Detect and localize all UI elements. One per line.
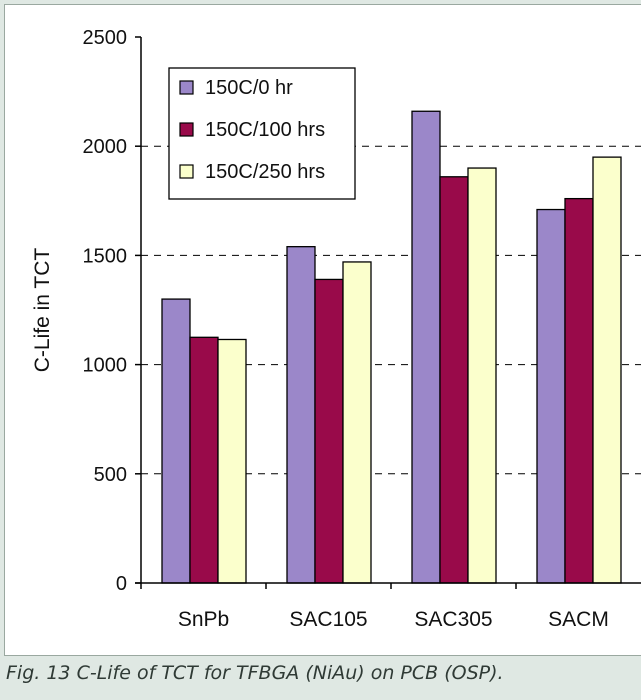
legend-label-series-1: 150C/0 hr (205, 77, 293, 99)
x-tick-label-sacm: SACM (548, 608, 609, 631)
bar-sac105-series-1 (286, 246, 316, 584)
y-tick-label: 2000 (83, 136, 128, 158)
y-tick-label: 500 (94, 464, 127, 486)
legend-label-series-2: 150C/100 hrs (205, 119, 325, 141)
legend-swatch-series-1 (179, 80, 194, 95)
legend-swatch-series-2 (179, 122, 194, 137)
x-tick-label-sac105: SAC105 (289, 608, 367, 631)
bar-snpb-series-2 (189, 336, 219, 584)
bar-snpb-series-3 (217, 338, 247, 584)
y-tick-label: 2500 (83, 27, 128, 49)
bar-sac305-series-1 (411, 110, 441, 584)
y-tick-label: 0 (116, 573, 127, 595)
bar-sac105-series-2 (314, 278, 344, 584)
bar-chart: 0 500 1000 1500 2000 2500 SnPb SAC105 SAC305 SACM… (31, 27, 641, 631)
legend-swatch-series-3 (179, 164, 194, 179)
bar-sacm-series-3 (592, 156, 622, 584)
bar-sacm-series-2 (564, 197, 594, 584)
bar-snpb-series-1 (161, 298, 191, 584)
legend-box (168, 67, 356, 200)
bar-sac305-series-2 (439, 176, 469, 584)
x-tick-label-snpb: SnPb (178, 608, 229, 631)
x-tick-label-sac305: SAC305 (414, 608, 492, 631)
bar-sacm-series-1 (536, 208, 566, 584)
bar-sac105-series-3 (342, 261, 372, 584)
y-tick-label: 1500 (83, 245, 128, 267)
y-axis-title: C-Life in TCT (31, 248, 54, 373)
y-tick-label: 1000 (83, 355, 128, 377)
legend-label-series-3: 150C/250 hrs (205, 161, 325, 183)
bar-sac305-series-3 (467, 167, 497, 584)
figure-caption: Fig. 13 C-Life of TCT for TFBGA (NiAu) o… (6, 662, 504, 684)
